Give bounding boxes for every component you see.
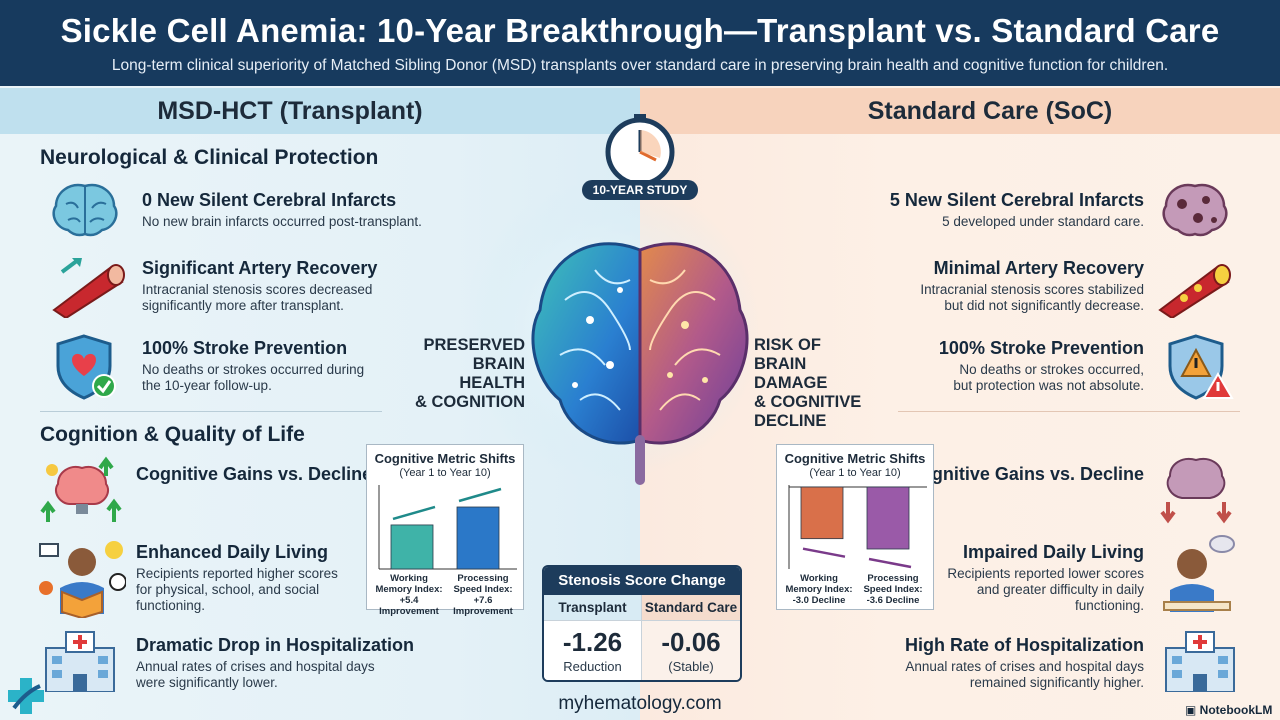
left-item-cognitive: Cognitive Gains vs. Decline [136, 464, 373, 484]
page-subtitle: Long-term clinical superiority of Matche… [111, 57, 1169, 74]
chart-trend-arrow-1 [458, 487, 502, 503]
brain-illustration [470, 180, 760, 485]
brain-decline-icon [1160, 458, 1232, 524]
stenosis-title: Stenosis Score Change [544, 567, 740, 595]
left-chart-cat-1: Processing Speed Index: +7.6 Improvement [453, 573, 513, 617]
left-item-stroke: 100% Stroke Prevention No deaths or stro… [142, 338, 365, 393]
chart-trend-arrow-1 [868, 557, 912, 569]
right-chart-cat-0: Working Memory Index: -3.0 Decline [785, 573, 853, 606]
left-chart-title: Cognitive Metric Shifts [374, 451, 516, 466]
right-chart-subtitle: (Year 1 to Year 10) [809, 467, 901, 479]
right-item-infarcts: 5 New Silent Cerebral Infarcts 5 develop… [889, 190, 1144, 229]
right-mid-label: RISK OF BRAIN DAMAGE & COGNITIVE DECLINE [754, 336, 862, 430]
chart-bar-1 [456, 506, 500, 570]
right-item-hospitalization: High Rate of Hospitalization Annual rate… [904, 635, 1144, 690]
left-column-title: MSD-HCT (Transplant) [0, 88, 640, 134]
notebooklm-brand: ▣ NotebookLM [1185, 703, 1273, 717]
stenosis-transplant-col: Transplant -1.26 Reduction [544, 595, 642, 680]
left-item-hospitalization: Dramatic Drop in Hospitalization Annual … [136, 635, 415, 690]
left-section-cognition-title: Cognition & Quality of Life [40, 423, 305, 446]
right-item-cognitive: Cognitive Gains vs. Decline [907, 464, 1144, 484]
website-link[interactable]: myhematology.com [558, 693, 722, 714]
child-reading-icon [39, 541, 126, 618]
left-item-infarcts: 0 New Silent Cerebral Infarcts No new br… [142, 190, 422, 229]
left-section-neuro-title: Neurological & Clinical Protection [40, 146, 379, 169]
right-column-title: Standard Care (SoC) [640, 88, 1280, 134]
stenosis-soc-col: Standard Care -0.06 (Stable) [642, 595, 740, 680]
clock-icon [605, 114, 675, 186]
chart-bar-0 [800, 486, 844, 540]
chart-bar-0 [390, 524, 434, 570]
right-item-stroke: 100% Stroke Prevention No deaths or stro… [938, 338, 1144, 393]
study-badge: 10-YEAR STUDY [582, 180, 698, 200]
shield-heart-icon [56, 334, 116, 400]
left-chart-cat-0: Working Memory Index: +5.4 Improvement [375, 573, 443, 617]
damaged-brain-icon [1162, 183, 1228, 237]
sad-child-icon [1163, 535, 1235, 612]
right-chart-plot [788, 485, 927, 569]
chart-trend-arrow-0 [802, 547, 846, 558]
left-item-daily-living: Enhanced Daily Living Recipients reporte… [136, 542, 338, 613]
left-chart-plot [378, 485, 517, 570]
stenosis-score-box: Stenosis Score Change Transplant -1.26 R… [542, 565, 742, 682]
right-divider [898, 411, 1240, 412]
stenosis-soc-value: -0.06 [661, 627, 721, 657]
blocked-artery-icon [1158, 264, 1231, 318]
artery-icon [52, 258, 125, 318]
hospital-icon [45, 631, 115, 692]
right-cognitive-chart: Cognitive Metric Shifts (Year 1 to Year … [776, 444, 934, 610]
right-chart-title: Cognitive Metric Shifts [784, 451, 926, 466]
stenosis-transplant-value: -1.26 [562, 627, 623, 657]
left-cognitive-chart: Cognitive Metric Shifts (Year 1 to Year … [366, 444, 524, 617]
left-item-artery: Significant Artery Recovery Intracranial… [142, 258, 378, 313]
brain-icon [52, 183, 118, 237]
chart-trend-arrow-0 [392, 505, 436, 521]
left-chart-subtitle: (Year 1 to Year 10) [399, 467, 491, 479]
page-title: Sickle Cell Anemia: 10-Year Breakthrough… [60, 12, 1220, 49]
brain-growth-icon [40, 456, 122, 522]
medical-logo-icon [8, 678, 44, 714]
chart-bar-1 [866, 486, 910, 550]
shield-warning-icon [1168, 334, 1234, 400]
right-chart-cat-1: Processing Speed Index: -3.6 Decline [863, 573, 923, 606]
header-banner: Sickle Cell Anemia: 10-Year Breakthrough… [0, 0, 1280, 86]
hospital-icon-right [1165, 631, 1235, 692]
right-item-artery: Minimal Artery Recovery Intracranial ste… [920, 258, 1144, 313]
left-mid-label: PRESERVED BRAIN HEALTH & COGNITION [415, 336, 525, 411]
right-item-daily-living: Impaired Daily Living Recipients reporte… [947, 542, 1144, 613]
left-divider [40, 411, 382, 412]
